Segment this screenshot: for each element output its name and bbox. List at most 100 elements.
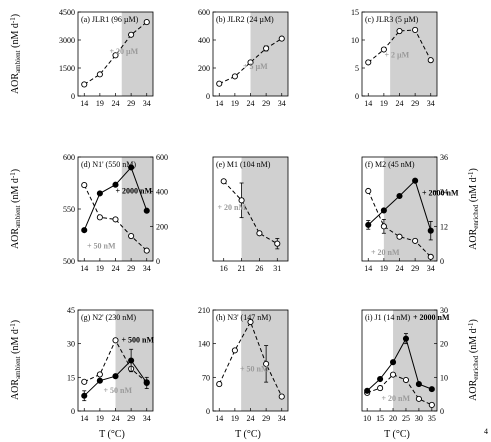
y2-tick-label: 36	[440, 153, 448, 162]
x-tick-label: 24	[247, 414, 255, 423]
x-tick-label: 34	[143, 99, 151, 108]
panel-title: (b) JLR2 (24 µM)	[216, 15, 274, 24]
x-axis-label: T (°C)	[99, 429, 125, 440]
data-point	[412, 237, 419, 244]
panel-title: (g) N2' (230 nM)	[81, 313, 136, 322]
data-point	[402, 335, 410, 342]
y-tick-label: 0	[71, 407, 75, 416]
chart-panel: 14 19 24 29 34 0 200 400 600 + 5 µM (b) JLR2 (24 µ…	[198, 8, 289, 108]
data-point	[365, 221, 372, 228]
data-point	[112, 373, 119, 380]
shaded-region	[121, 12, 153, 96]
data-point	[128, 31, 135, 38]
data-point	[112, 181, 119, 188]
series-line	[218, 320, 283, 397]
y-tick-label: 500	[63, 257, 75, 266]
data-point	[389, 371, 397, 378]
x-tick-label: 14	[80, 264, 88, 273]
y-tick-label: 10	[351, 36, 359, 45]
y-tick-label: 550	[63, 205, 75, 214]
data-point	[231, 347, 238, 354]
y-axis-title: AORenriched (nM d-1)	[467, 168, 480, 250]
y-axis-unit: (nM d	[10, 329, 21, 356]
data-point	[247, 59, 254, 66]
data-point	[143, 207, 150, 214]
y-axis-unit-sup: -1	[9, 323, 17, 329]
data-point	[274, 240, 281, 247]
y2-tick-label: 12	[440, 222, 448, 231]
x-tick-label: 34	[427, 99, 435, 108]
series-line	[367, 190, 432, 258]
shaded-region	[393, 310, 437, 411]
x-tick-label: 15	[376, 414, 384, 423]
chart-panel: 14 19 24 29 34 0 1500 3000 4500 + 20 µM (a) JLR1 (…	[59, 8, 154, 108]
y-axis-title-base: AOR	[10, 73, 21, 94]
y2-tick-label: 30	[440, 306, 448, 315]
x-tick-label: 24	[396, 264, 404, 273]
x-tick-label: 25	[402, 414, 410, 423]
chart-panel: 16 21 26 31 + 20 nM (e) M1 (104 nM)	[212, 156, 289, 273]
x-tick-label: 24	[396, 99, 404, 108]
y-axis-unit-sup: -1	[467, 171, 475, 177]
data-point	[263, 45, 270, 52]
data-point	[96, 377, 103, 384]
y2-tick-label: 10	[440, 373, 448, 382]
series-annotation: + 20 nM	[218, 203, 247, 212]
data-point	[81, 227, 88, 234]
x-tick-label: 29	[127, 414, 135, 423]
y-tick-label: 200	[198, 64, 210, 73]
y-axis-unit: (nM d	[10, 23, 21, 50]
data-point	[143, 19, 150, 26]
series-line	[219, 38, 283, 85]
y-tick-label: 0	[71, 92, 75, 101]
data-point	[427, 253, 434, 260]
y2-tick-label: 0	[440, 257, 444, 266]
y-tick-label: 15	[351, 8, 359, 17]
data-point	[427, 57, 434, 64]
data-point	[96, 371, 103, 378]
data-point	[112, 337, 119, 344]
x-tick-label: 19	[96, 99, 104, 108]
x-tick-label: 19	[96, 264, 104, 273]
data-point	[238, 197, 245, 204]
y-tick-label: 210	[198, 306, 210, 315]
y-axis-title-base: AOR	[468, 228, 479, 249]
y-tick-label: 45	[67, 306, 75, 315]
x-tick-label: 29	[127, 264, 135, 273]
chart-panel: 14 19 24 29 34 0 5 10 15 + 2 µM (c) JLR3 (5 µM)	[351, 8, 438, 108]
x-tick-label: 14	[80, 414, 88, 423]
shaded-region	[390, 12, 437, 96]
x-tick-label: 24	[112, 99, 120, 108]
data-point	[427, 227, 434, 234]
data-point	[415, 395, 422, 402]
x-tick-label: 14	[364, 99, 372, 108]
panel-title: (a) JLR1 (96 µM)	[81, 15, 139, 24]
data-point	[216, 381, 223, 388]
data-point	[428, 386, 435, 393]
series-line	[83, 184, 148, 251]
chart-panel: 14 19 24 29 34 0 70 140 210 + 50 nM (h) N3' (147 n…	[198, 306, 289, 423]
shaded-region	[383, 157, 437, 261]
y-axis-unit-close: )	[10, 320, 21, 323]
x-axis-label: T (°C)	[235, 429, 261, 440]
panel-title: (f) M2 (45 nM)	[365, 160, 415, 169]
data-point	[380, 223, 387, 230]
x-tick-label: 30	[415, 414, 423, 423]
y-axis-title-sub: enriched	[472, 204, 480, 229]
data-point	[128, 357, 135, 364]
data-point	[81, 182, 88, 189]
series-annotation: + 500 nM	[122, 335, 155, 344]
chart-panel: 14 19 24 29 34 0 12 24 36 + 20 nM + 2000 nM (f) M2 …	[361, 153, 459, 273]
y-axis-unit-close: )	[10, 169, 21, 172]
x-tick-label: 34	[427, 264, 435, 273]
x-tick-label: 29	[411, 99, 419, 108]
panel-title: (h) N3' (147 nM)	[216, 313, 271, 322]
panel-title: (c) JLR3 (5 µM)	[365, 15, 419, 24]
x-tick-label: 14	[215, 99, 223, 108]
y-axis-unit-sup: -1	[9, 17, 17, 23]
data-point	[396, 27, 403, 35]
y-axis-unit-sup: -1	[467, 322, 475, 328]
x-tick-label: 29	[262, 414, 270, 423]
x-tick-label: 10	[363, 414, 371, 423]
y-tick-label: 400	[198, 36, 210, 45]
